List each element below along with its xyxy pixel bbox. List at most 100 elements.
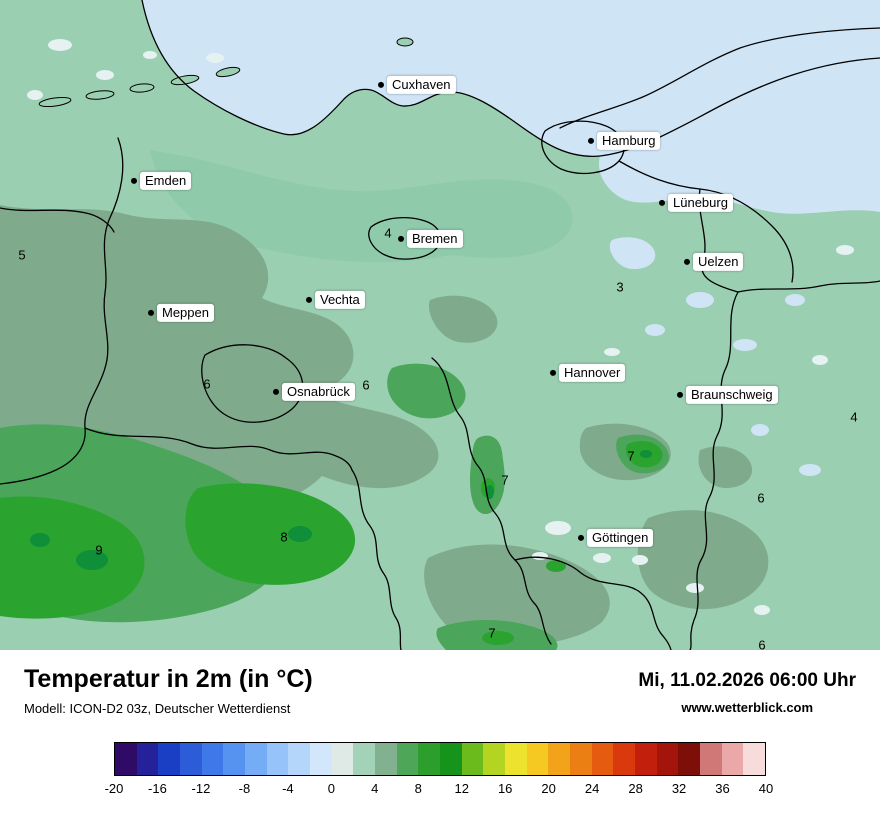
colorbar-segment [548, 742, 571, 775]
city-marker: Emden [131, 171, 192, 191]
colorbar-segment [526, 742, 549, 775]
city-label: Bremen [407, 229, 463, 249]
website-label: www.wetterblick.com [681, 700, 814, 715]
colorbar-tick-label: 20 [541, 780, 556, 796]
city-marker: Braunschweig [677, 385, 778, 405]
colorbar-segment [115, 742, 137, 775]
map-area: Cuxhaven Hamburg Emden Lüneburg Bremen Uelzen… [0, 0, 880, 650]
city-layer: Cuxhaven Hamburg Emden Lüneburg Bremen Uelzen… [131, 75, 778, 548]
colorbar-segment [223, 742, 246, 775]
colorbar-segment [418, 742, 441, 775]
colorbar-tick-label: 4 [371, 780, 379, 796]
frisian-islands [38, 37, 414, 108]
colorbar-tick-label: 12 [454, 780, 469, 796]
border-south-west [84, 427, 353, 471]
colorbar-wrap: -20 -16 -12 -8 -4 0 4 8 12 16 20 24 28 32 36 40 [105, 741, 774, 799]
temperature-map [0, 0, 880, 650]
colorbar-segment [266, 742, 289, 775]
colorbar-segment [613, 742, 636, 775]
temperature-value-label: 6 [757, 490, 765, 506]
coastline [141, 0, 880, 157]
city-marker: Osnabrück [273, 382, 355, 402]
city-dot [684, 259, 690, 265]
colorbar-tick-label: 8 [414, 780, 422, 796]
footer-row: Temperatur in 2m (in °C) Modell: ICON-D2… [0, 650, 880, 715]
border-lueneburg [618, 160, 794, 283]
city-label: Vechta [315, 290, 365, 310]
colorbar-tick-row: -20 -16 -12 -8 -4 0 4 8 12 16 20 24 28 32 36 40 [105, 780, 774, 799]
colorbar-tick-label: 24 [584, 780, 600, 796]
border-east [689, 291, 739, 650]
border-bremen-loop [368, 216, 442, 260]
cold-region-northeast [598, 58, 880, 214]
border-lines [0, 0, 880, 650]
colorbar-segment [353, 742, 376, 775]
colorbar-tick-label: -8 [238, 780, 251, 796]
border-goettingen [514, 556, 672, 650]
city-dot [306, 297, 312, 303]
city-dot [659, 200, 665, 206]
cold-air-patches [609, 237, 821, 476]
temperature-value-label: 4 [850, 409, 858, 425]
colorbar-segment [440, 742, 462, 775]
border-netherlands [0, 137, 124, 485]
elbe-north-bank [559, 27, 880, 129]
colorbar-tick-label: 36 [715, 780, 730, 796]
colorbar-segment [570, 742, 592, 775]
colorbar-segment [656, 742, 679, 775]
city-marker: Hannover [550, 363, 626, 383]
city-label: Braunschweig [686, 385, 778, 405]
temperature-value-label: 6 [203, 376, 211, 392]
colorbar-segment [375, 742, 397, 775]
temperature-value-label: 4 [384, 225, 392, 241]
title-block: Temperatur in 2m (in °C) Modell: ICON-D2… [24, 665, 313, 715]
colorbar-segment [743, 742, 766, 775]
city-dot [148, 310, 154, 316]
coastal-band [150, 150, 573, 263]
colorbar-segment [180, 742, 202, 775]
colorbar-tick-label: 28 [628, 780, 643, 796]
city-label: Hannover [559, 363, 626, 383]
colorbar-segment [136, 742, 159, 775]
colorbar-segment [700, 742, 722, 775]
forecast-datetime: Mi, 11.02.2026 06:00 Uhr [638, 670, 856, 691]
city-dot [398, 236, 404, 242]
temperature-value-label: 9 [95, 542, 103, 558]
colorbar-segment [288, 742, 311, 775]
city-marker: Uelzen [684, 252, 744, 272]
city-label: Emden [140, 171, 192, 191]
border-spur-west [0, 207, 115, 233]
dark-green-spots [30, 450, 652, 570]
border-central [431, 357, 552, 645]
colorbar-tick-label: 16 [497, 780, 513, 796]
colorbar-segment [396, 742, 419, 775]
footer: Temperatur in 2m (in °C) Modell: ICON-D2… [0, 650, 880, 830]
colorbar-tick-label: -16 [148, 780, 167, 796]
city-label: Hamburg [597, 131, 661, 151]
sea-north [142, 0, 880, 157]
temperature-colorbar [114, 741, 766, 776]
colorbar-segment [245, 742, 267, 775]
city-label: Cuxhaven [387, 75, 456, 95]
temperature-value-label: 7 [627, 448, 635, 464]
temperature-value-label: 6 [758, 637, 766, 651]
colorbar-tick-label: 32 [671, 780, 687, 796]
colorbar-tick-label: 0 [327, 780, 335, 796]
city-marker: Cuxhaven [378, 75, 456, 95]
colorbar-tick-label: 40 [758, 780, 774, 796]
city-dot [677, 392, 683, 398]
colorbar-segment [158, 742, 181, 775]
colorbar-segment [721, 742, 744, 775]
temperature-value-label: 7 [501, 472, 509, 488]
temperature-value-label: 6 [362, 377, 370, 393]
colorbar-segment [310, 742, 332, 775]
city-marker: Hamburg [588, 131, 661, 151]
city-label: Osnabrück [282, 382, 355, 402]
colorbar-segment [591, 742, 614, 775]
city-dot [273, 389, 279, 395]
city-marker: Göttingen [578, 528, 654, 548]
city-marker: Bremen [398, 229, 463, 249]
city-label: Lüneburg [668, 193, 733, 213]
city-label: Uelzen [693, 252, 744, 272]
